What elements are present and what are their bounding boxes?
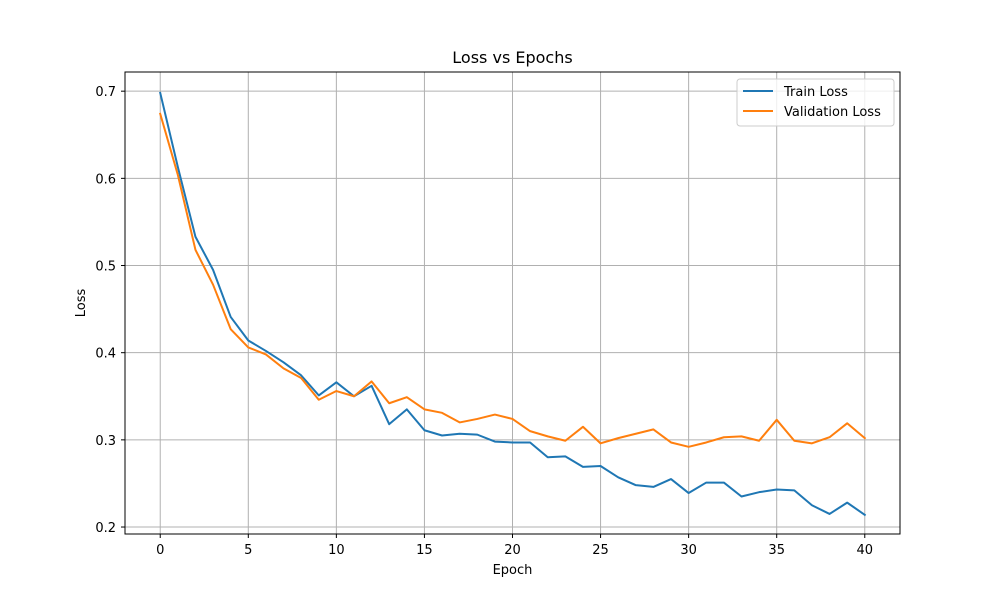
- x-tick-label: 10: [328, 543, 345, 558]
- legend: Train Loss Validation Loss: [736, 78, 895, 127]
- x-tick-label: 40: [856, 543, 873, 558]
- series-line-validation-loss: [158, 112, 867, 448]
- chart-title: Loss vs Epochs: [452, 48, 572, 67]
- y-tick-label: 0.3: [95, 434, 116, 449]
- x-tick-label: 35: [768, 543, 785, 558]
- y-tick-label: 0.5: [95, 260, 116, 275]
- x-tick-label: 25: [592, 543, 609, 558]
- x-tick-label: 20: [504, 543, 521, 558]
- y-tick-label: 0.4: [95, 347, 116, 362]
- y-tick-label: 0.7: [95, 85, 116, 100]
- y-tick-label: 0.2: [95, 521, 116, 536]
- x-tick-label: 30: [680, 543, 697, 558]
- legend-label-train-loss: Train Loss: [783, 85, 848, 100]
- x-tick-label: 0: [156, 543, 164, 558]
- x-axis-ticks: 0 5 10 15 20 25 30 35 40: [156, 534, 873, 558]
- y-tick-label: 0.6: [95, 172, 116, 187]
- legend-label-validation-loss: Validation Loss: [784, 105, 881, 120]
- legend-box: [736, 78, 895, 127]
- series-lines: [158, 91, 867, 517]
- grid-lines: [125, 72, 900, 534]
- y-axis-label: Loss: [74, 289, 89, 318]
- x-axis-label: Epoch: [493, 563, 533, 578]
- series-line-train-loss: [159, 91, 867, 517]
- x-tick-label: 5: [244, 543, 252, 558]
- y-axis-ticks: 0.2 0.3 0.4 0.5 0.6 0.7: [95, 85, 125, 536]
- x-tick-label: 15: [416, 543, 433, 558]
